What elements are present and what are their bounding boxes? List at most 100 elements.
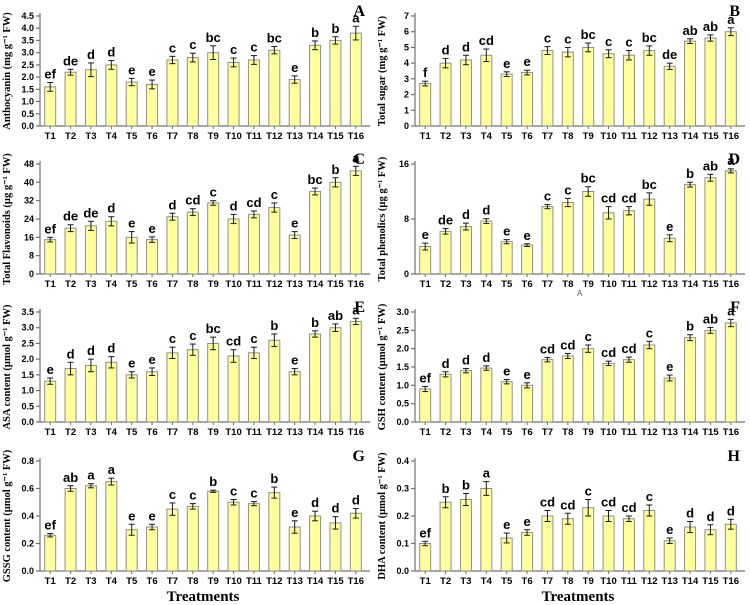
y-tick-label: 0.2 (396, 511, 409, 521)
bar-T15 (329, 522, 342, 572)
bar-T3 (84, 485, 97, 572)
bar-T1 (44, 239, 57, 275)
x-tick-label: T2 (440, 427, 451, 438)
x-tick-label: T9 (583, 427, 594, 438)
bar-T14 (309, 515, 322, 572)
bar-T2 (439, 373, 452, 423)
bar-T15 (329, 39, 342, 127)
x-tick-label: T9 (583, 131, 594, 142)
sig-letter: a (727, 153, 735, 168)
x-tick-label: T5 (501, 131, 513, 142)
x-tick-label: T3 (460, 576, 471, 587)
sig-letter: a (108, 462, 116, 477)
x-tick-label: T6 (147, 131, 158, 142)
x-tick-label: T8 (562, 279, 573, 290)
sig-letter: c (169, 487, 176, 502)
x-tick-label: T15 (327, 131, 344, 142)
x-tick-label: T15 (327, 576, 344, 587)
sig-letter: ab (328, 308, 343, 323)
sig-letter: c (250, 40, 257, 55)
sig-letter: e (291, 216, 298, 231)
sig-letter: d (107, 44, 115, 59)
bar-T11 (622, 518, 635, 572)
x-tick-label: T2 (440, 576, 451, 587)
x-tick-label: T3 (460, 427, 471, 438)
x-tick-label: T2 (65, 576, 76, 587)
sig-letter: d (107, 201, 115, 216)
x-tick-label: T16 (723, 427, 739, 438)
sig-letter: de (438, 213, 453, 228)
bar-T3 (459, 499, 472, 572)
panel-letter: F (730, 299, 740, 316)
y-tick-label: 0.6 (21, 484, 34, 494)
bar-T8 (186, 211, 199, 275)
x-tick-label: T10 (225, 131, 241, 142)
x-tick-label: T7 (167, 427, 178, 438)
bar-T6 (521, 72, 534, 127)
x-tick-label: T11 (246, 279, 263, 290)
sig-letter: e (128, 508, 135, 523)
y-tick-label: 48 (24, 159, 34, 169)
y-tick-label: 0.4 (396, 456, 409, 466)
bar-T14 (684, 184, 697, 275)
x-tick-label: T14 (307, 279, 324, 290)
y-tick-label: 0.8 (21, 456, 34, 466)
x-tick-label: T4 (106, 427, 118, 438)
x-tick-label: T4 (106, 131, 118, 142)
sig-letter: d (168, 197, 176, 212)
y-tick-label: 0 (29, 269, 34, 279)
y-tick-label: 3.5 (21, 35, 34, 45)
bar-T16 (724, 322, 737, 423)
bar-T15 (704, 529, 717, 572)
bar-T8 (561, 518, 574, 572)
x-tick-label: T9 (583, 576, 594, 587)
bar-T2 (439, 62, 452, 127)
sig-letter: bc (206, 321, 221, 336)
x-tick-label: T7 (542, 131, 553, 142)
bar-T13 (663, 237, 676, 275)
x-tick-label: T5 (501, 279, 513, 290)
sig-letter: f (423, 65, 428, 80)
bar-T16 (724, 31, 737, 127)
bar-T5 (500, 381, 513, 423)
y-tick-label: 2 (404, 90, 409, 100)
panel-letter: E (354, 299, 365, 316)
bar-T4 (105, 220, 118, 275)
x-tick-label: T3 (85, 427, 96, 438)
bar-T8 (561, 355, 574, 423)
y-tick-label: 3.0 (396, 307, 409, 317)
sig-letter: cd (246, 195, 261, 210)
sig-letter: b (331, 162, 339, 177)
x-tick-label: T1 (45, 427, 57, 438)
panel-gsh-content: 0.0 0.5 1.0 1.5 2.0 2.5 3.0 ef T1 d T2 d T3 d T4 e T5 e T6… (375, 296, 750, 445)
bar-T10 (227, 501, 240, 572)
sig-letter: e (503, 56, 510, 71)
sig-letter: e (503, 363, 510, 378)
bar-T7 (541, 206, 554, 275)
bar-T8 (186, 349, 199, 423)
y-tick-label: 0.0 (396, 566, 409, 576)
bar-T2 (439, 501, 452, 572)
panel-letter: A (353, 3, 365, 20)
x-tick-label: T14 (682, 131, 699, 142)
sig-letter: d (230, 198, 238, 213)
y-tick-label: 2.0 (396, 344, 409, 354)
bar-T13 (663, 540, 676, 572)
x-tick-label: T16 (723, 576, 739, 587)
bar-T5 (500, 241, 513, 275)
y-tick-label: 8 (404, 214, 409, 224)
y-tick-label: 0 (404, 121, 409, 131)
bar-T9 (207, 490, 220, 572)
sig-letter: e (47, 362, 54, 377)
x-tick-label: T16 (723, 279, 739, 290)
bar-T10 (602, 515, 615, 572)
bar-T7 (541, 50, 554, 127)
sig-letter: d (462, 352, 470, 367)
bar-T8 (561, 202, 574, 275)
x-tick-label: T9 (208, 576, 219, 587)
bar-T12 (643, 198, 656, 275)
sig-letter: c (646, 489, 653, 504)
x-tick-label: T8 (187, 576, 198, 587)
bar-T13 (288, 371, 301, 423)
